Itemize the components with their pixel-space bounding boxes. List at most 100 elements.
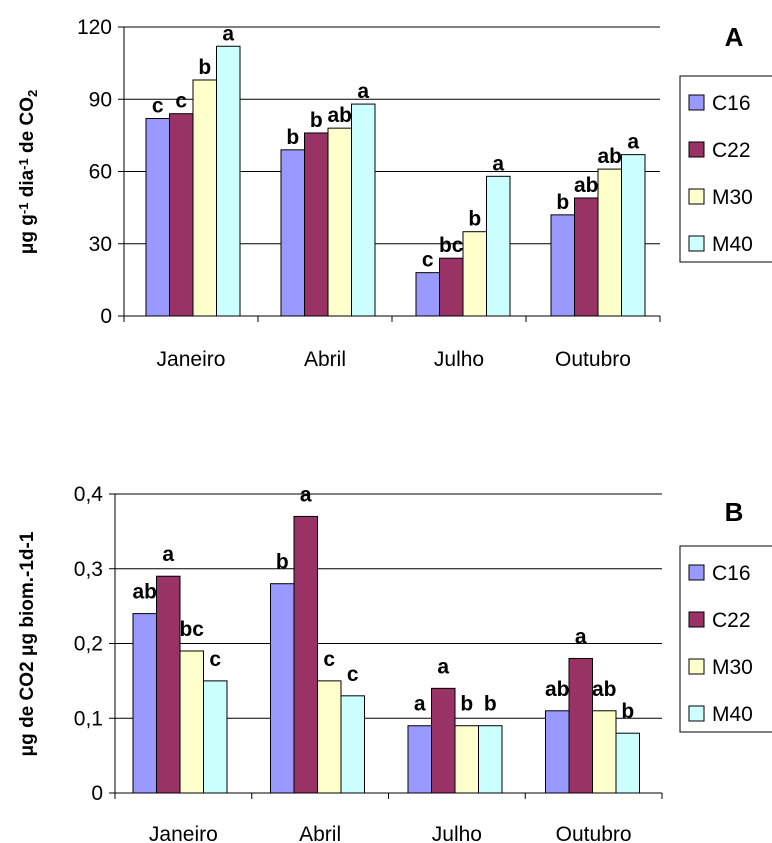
chart1-legend-swatch-m30 [688, 188, 705, 205]
chart1-bar-m30 [597, 168, 622, 317]
chart1-y-tick-label: 120 [77, 16, 112, 39]
chart2-significance-label: ab [132, 581, 157, 604]
chart1-bar-m40 [621, 154, 646, 317]
chart1-significance-label: a [357, 80, 369, 103]
chart2-y-tick-label: 0,3 [74, 558, 103, 581]
chart2-panel-letter: B [725, 497, 744, 527]
chart1-legend-swatch-c16 [688, 94, 705, 111]
chart1-legend: C16 C22 M30 M40 [679, 75, 772, 263]
chart2-bar-c22 [431, 687, 456, 794]
chart1-y-tick-label: 60 [89, 161, 112, 184]
chart2-bar-c16 [132, 613, 157, 794]
chart1-significance-label: a [222, 22, 234, 45]
chart1-legend-label-m30: M30 [712, 186, 753, 209]
chart2-legend-swatch-m30 [688, 658, 705, 675]
chart2-significance-label: a [414, 693, 426, 716]
chart1-significance-label: c [175, 90, 187, 113]
chart2-bar-m30 [454, 725, 479, 794]
chart1-significance-label: ab [327, 104, 352, 127]
chart2-significance-label: a [575, 625, 587, 648]
chart2-y-tick-label: 0 [91, 782, 103, 805]
chart1-legend-label-c16: C16 [712, 92, 751, 115]
chart2-bar-c22 [293, 515, 318, 794]
chart1-bar-m40 [216, 45, 241, 317]
chart1-bar-m30 [327, 127, 352, 317]
chart1-significance-label: ab [574, 174, 599, 197]
chart2-significance-label: a [300, 483, 312, 506]
chart1-significance-label: b [556, 191, 569, 214]
chart1-legend-swatch-m40 [688, 235, 705, 252]
chart1-bar-m40 [351, 103, 376, 317]
chart2-y-tick-label: 0,4 [74, 483, 104, 506]
chart1-bar-m30 [462, 231, 487, 317]
chart1-significance-label: bc [439, 234, 464, 257]
chart1-significance-label: c [422, 249, 434, 272]
chart2-x-tick-label: Julho [432, 823, 482, 843]
chart2-bar-c22 [156, 575, 181, 794]
chart2-legend-swatch-c22 [688, 611, 705, 628]
chart2-legend-label-c22: C22 [712, 609, 751, 632]
chart2-bar-m30 [317, 680, 342, 794]
chart2-bar-c16 [407, 725, 432, 794]
chart1-x-tick-label: Julho [434, 348, 484, 371]
chart2-significance-label: b [276, 551, 289, 574]
chart1-bar-c22 [574, 197, 599, 317]
chart1-significance-label: c [152, 95, 164, 118]
chart2-significance-label: ab [545, 678, 570, 701]
chart1-bar-c16 [550, 214, 575, 317]
chart2-legend-label-m40: M40 [712, 703, 753, 726]
chart2-significance-label: a [437, 655, 449, 678]
chart1-legend-swatch-c22 [688, 141, 705, 158]
chart1-significance-label: b [468, 208, 481, 231]
chart2-significance-label: b [484, 693, 497, 716]
chart1-x-tick-label: Outubro [555, 348, 631, 371]
chart1-legend-label-m40: M40 [712, 233, 753, 256]
chart1-bar-c16 [280, 149, 305, 317]
chart1-y-tick-label: 90 [89, 88, 112, 111]
chart2-legend: C16 C22 M30 M40 [679, 545, 772, 733]
chart2-bar-m40 [340, 695, 365, 794]
chart1-y-tick-label: 30 [89, 233, 112, 256]
chart1-panel-letter: A [725, 22, 744, 52]
chart2-significance-label: c [347, 663, 359, 686]
chart2-x-tick-label: Janeiro [149, 823, 218, 843]
chart1-y-axis-label: μg g-1 dia-1 de CO2 [16, 90, 40, 254]
chart1-significance-label: b [286, 126, 299, 149]
chart1-bar-c16 [415, 272, 440, 317]
chart1-y-tick-label: 0 [100, 305, 112, 328]
chart2-significance-label: a [162, 543, 174, 566]
chart2-significance-label: b [621, 700, 634, 723]
chart2-y-axis-label: μg de CO2 μg biom.-1d-1 [17, 531, 38, 756]
chart2-significance-label: ab [592, 678, 617, 701]
chart2-bar-c22 [568, 657, 593, 794]
chart2-legend-swatch-c16 [688, 564, 705, 581]
chart1-bar-m40 [486, 175, 511, 317]
chart1-significance-label: b [310, 109, 323, 132]
chart2-significance-label: b [460, 693, 473, 716]
chart1-bar-m30 [192, 79, 217, 317]
chart2-significance-label: bc [179, 618, 204, 641]
chart1-significance-label: b [198, 56, 211, 79]
chart2-y-tick-label: 0,2 [74, 633, 103, 656]
chart1-bar-c22 [169, 113, 194, 317]
chart2-significance-label: c [209, 648, 221, 671]
chart2-bar-m30 [592, 710, 617, 794]
chart2-significance-label: c [323, 648, 335, 671]
chart2-legend-label-m30: M30 [712, 656, 753, 679]
chart2-bar-m40 [478, 725, 503, 794]
chart1-bar-c16 [145, 118, 170, 317]
chart2-x-tick-label: Abril [299, 823, 341, 843]
chart1-significance-label: a [492, 152, 504, 175]
chart1-x-tick-label: Abril [304, 348, 346, 371]
chart2-bar-c16 [270, 583, 295, 794]
chart2-bar-m30 [179, 650, 204, 794]
chart1-x-tick-label: Janeiro [157, 348, 226, 371]
chart2-legend-label-c16: C16 [712, 562, 751, 585]
chart1-bar-c22 [304, 132, 329, 317]
chart2-bar-m40 [203, 680, 228, 794]
chart1-significance-label: ab [597, 145, 622, 168]
chart2-bar-c16 [545, 710, 570, 794]
